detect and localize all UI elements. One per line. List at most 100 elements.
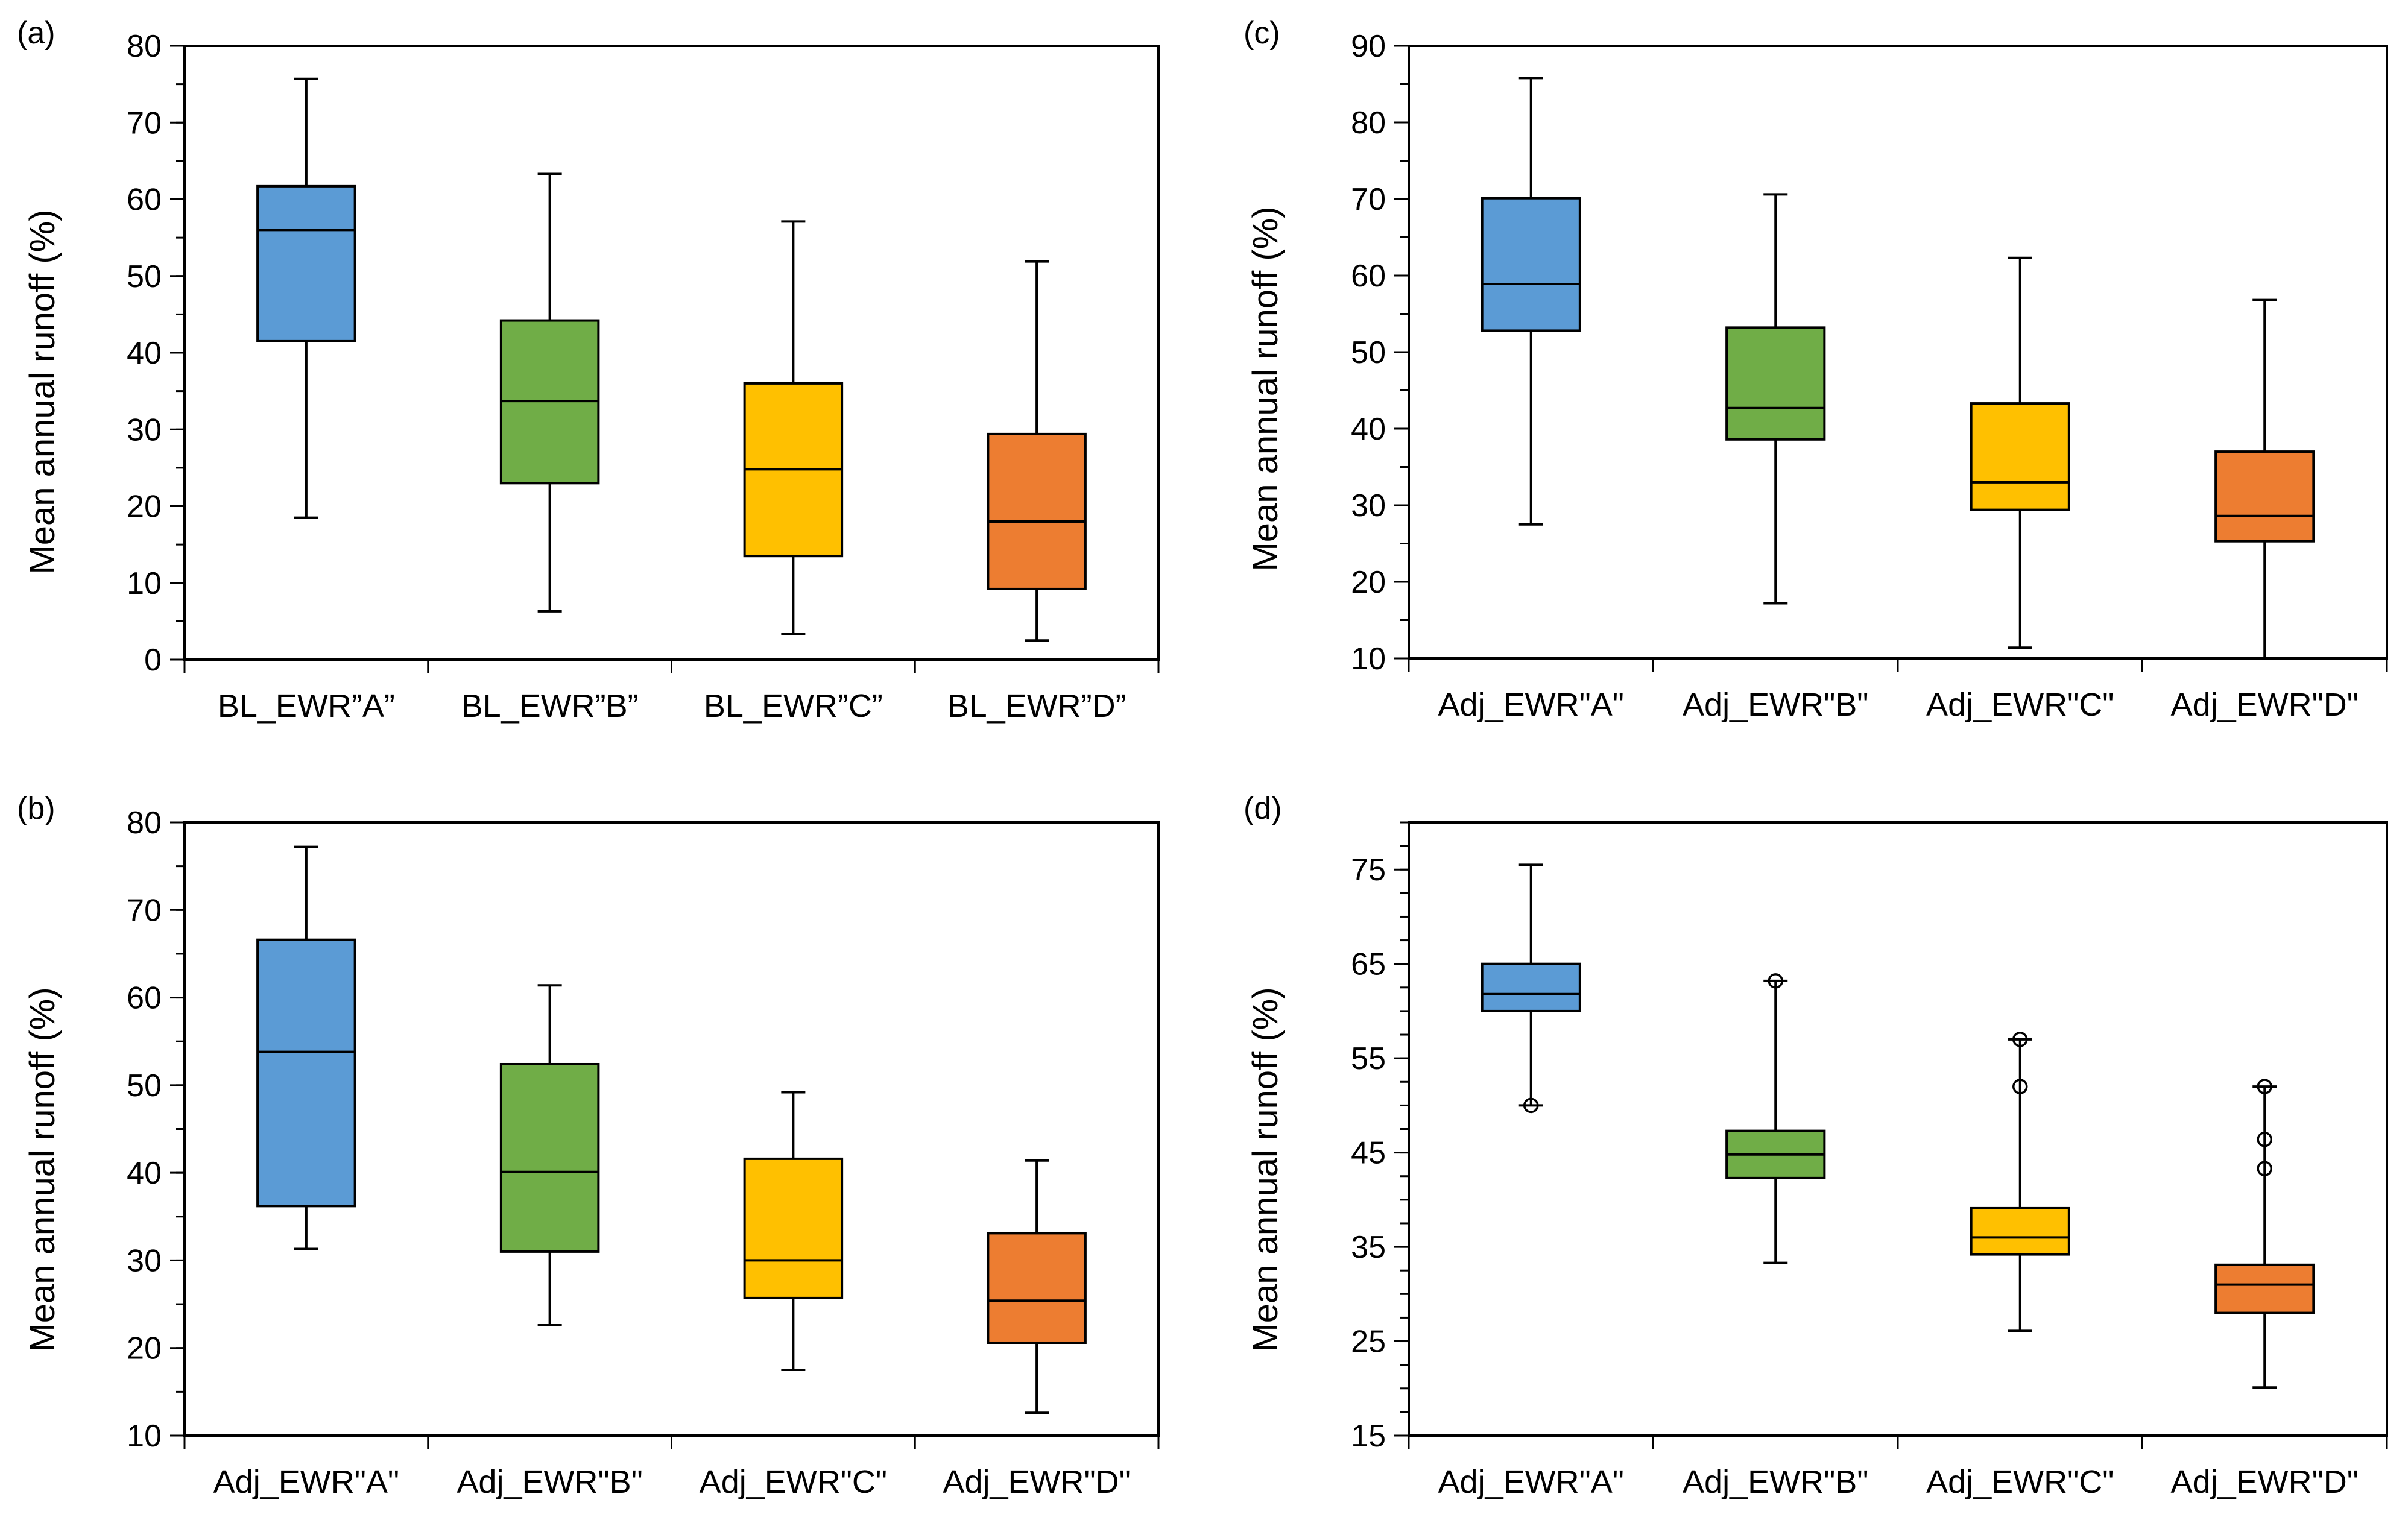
x-tick-label: Adj_EWR"A" — [1438, 1464, 1624, 1500]
y-tick-label: 15 — [1351, 1419, 1386, 1454]
outlier-point — [2012, 1079, 2028, 1094]
panel-d: (d) Mean annual runoff (%) 15 25 35 45 55 65 7… — [1244, 791, 2388, 1500]
plot-area: 10 20 30 40 50 60 70 80 90 Adj_EWR"A" Adj_EWR"B" Ad… — [1351, 29, 2388, 723]
x-tick-label: Adj_EWR"A" — [1438, 687, 1624, 723]
x-tick-label: BL_EWR”D” — [947, 688, 1127, 724]
outlier-point — [1523, 1097, 1539, 1114]
panel-label: (b) — [17, 791, 55, 826]
box — [1481, 962, 1581, 1012]
y-axis-label: Mean annual runoff (%) — [23, 987, 62, 1352]
outlier-point — [2257, 1079, 2272, 1094]
outlier-point — [2257, 1161, 2272, 1176]
panel-b: (b) Mean annual runoff (%) 10 20 30 40 50 60 7… — [17, 791, 1160, 1500]
box — [743, 1157, 844, 1299]
y-tick-label: 50 — [1351, 335, 1386, 370]
box — [499, 1062, 600, 1253]
y-tick-label: 60 — [1351, 259, 1386, 294]
plot-area: 0 10 20 30 40 50 60 70 80 BL_EWR”A” BL_EWR”B” BL_EW… — [127, 29, 1160, 724]
y-tick-label: 55 — [1351, 1041, 1386, 1076]
y-axis-label: Mean annual runoff (%) — [1246, 987, 1285, 1352]
box — [256, 184, 356, 342]
outlier-point — [2012, 1032, 2028, 1047]
y-tick-label: 40 — [127, 336, 162, 371]
y-tick-label: 10 — [1351, 642, 1386, 676]
x-tick-label: Adj_EWR"C" — [1926, 1464, 2114, 1500]
box-group — [1970, 256, 2070, 649]
y-tick-label: 50 — [127, 1068, 162, 1103]
box — [256, 938, 356, 1208]
panel-c: (c) Mean annual runoff (%) 10 20 30 40 50 60 7… — [1244, 16, 2388, 723]
y-tick-label: 65 — [1351, 947, 1386, 982]
y-tick-label: 40 — [1351, 412, 1386, 447]
box-group — [987, 1159, 1087, 1414]
box-group — [1481, 77, 1581, 526]
y-tick-label: 70 — [1351, 182, 1386, 217]
panel-a: (a) Mean annual runoff (%) 0 10 20 30 40 50 60… — [17, 16, 1160, 724]
panel-label: (c) — [1244, 16, 1280, 51]
y-tick-label: 90 — [1351, 29, 1386, 64]
box — [987, 1232, 1087, 1344]
box-group — [256, 845, 356, 1250]
y-tick-label: 10 — [127, 566, 162, 601]
box — [1481, 197, 1581, 332]
y-tick-label: 30 — [127, 412, 162, 447]
box-group — [1725, 973, 1826, 1264]
box-group — [499, 172, 600, 613]
box — [987, 432, 1087, 590]
box — [1725, 326, 1826, 441]
box-group — [743, 1091, 844, 1372]
x-tick-label: Adj_EWR"B" — [1683, 1464, 1868, 1500]
y-tick-label: 80 — [1351, 106, 1386, 140]
y-tick-label: 60 — [127, 183, 162, 218]
x-tick-label: Adj_EWR"D" — [2171, 1464, 2359, 1500]
box — [2214, 450, 2315, 543]
y-tick-label: 0 — [144, 643, 162, 678]
outlier-point — [1768, 973, 1783, 989]
x-tick-label: Adj_EWR"B" — [1683, 687, 1868, 723]
plot-area: 10 20 30 40 50 60 70 80 Adj_EWR"A" Adj_EWR"B" Adj_… — [127, 806, 1160, 1500]
y-axis-label: Mean annual runoff (%) — [23, 209, 62, 574]
y-tick-label: 70 — [127, 893, 162, 928]
box-group — [2214, 298, 2315, 660]
box — [2214, 1263, 2315, 1314]
y-tick-label: 30 — [1351, 488, 1386, 523]
y-tick-label: 60 — [127, 981, 162, 1016]
x-tick-label: Adj_EWR"D" — [943, 1464, 1130, 1500]
x-tick-label: Adj_EWR"D" — [2171, 687, 2359, 723]
box — [1970, 402, 2070, 511]
box-group — [1481, 863, 1581, 1114]
y-tick-label: 80 — [127, 29, 162, 64]
y-tick-label: 70 — [127, 106, 162, 140]
outlier-point — [2257, 1131, 2272, 1147]
y-tick-label: 40 — [127, 1156, 162, 1191]
x-tick-label: BL_EWR”C” — [704, 688, 883, 724]
y-tick-label: 30 — [127, 1243, 162, 1278]
y-tick-label: 35 — [1351, 1230, 1386, 1265]
box-group — [1725, 193, 1826, 605]
box-group — [499, 984, 600, 1326]
y-tick-label: 20 — [1351, 565, 1386, 600]
x-tick-label: Adj_EWR"C" — [700, 1464, 887, 1500]
box-group — [1970, 1032, 2070, 1332]
plot-area: 15 25 35 45 55 65 75 Adj_EWR"A" Adj_EWR"B" Adj_EW… — [1351, 821, 2388, 1500]
y-axis-label: Mean annual runoff (%) — [1246, 206, 1285, 571]
y-tick-label: 50 — [127, 259, 162, 294]
y-tick-label: 75 — [1351, 853, 1386, 888]
box-group — [743, 220, 844, 636]
box-group — [2214, 1079, 2315, 1389]
plot-frame — [1408, 821, 2388, 1437]
panel-label: (d) — [1244, 791, 1282, 826]
x-tick-label: BL_EWR”B” — [461, 688, 639, 724]
y-tick-label: 45 — [1351, 1136, 1386, 1171]
box-group — [256, 77, 356, 519]
panel-label: (a) — [17, 16, 55, 51]
y-tick-label: 20 — [127, 1331, 162, 1366]
x-tick-label: Adj_EWR"C" — [1926, 687, 2114, 723]
box — [1970, 1206, 2070, 1256]
x-tick-label: Adj_EWR"A" — [213, 1464, 399, 1500]
y-tick-label: 80 — [127, 806, 162, 840]
plot-frame — [1408, 45, 2388, 660]
y-tick-label: 20 — [127, 490, 162, 525]
y-tick-label: 10 — [127, 1419, 162, 1454]
